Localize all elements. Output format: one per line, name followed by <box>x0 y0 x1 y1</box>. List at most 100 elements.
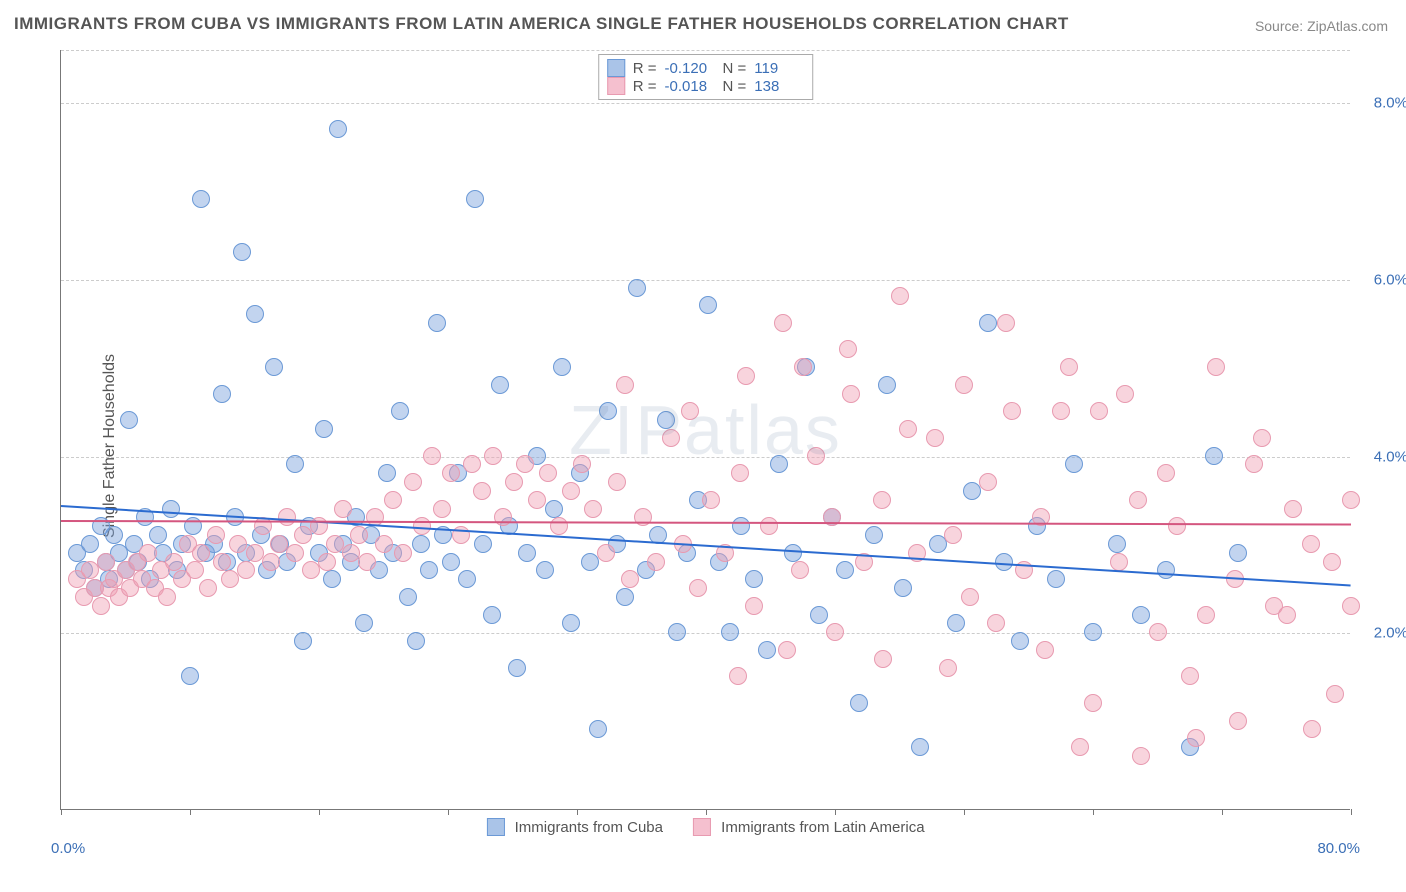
data-point <box>1003 402 1021 420</box>
data-point <box>1303 720 1321 738</box>
data-point <box>778 641 796 659</box>
data-point <box>581 553 599 571</box>
data-point <box>149 526 167 544</box>
data-point <box>899 420 917 438</box>
data-point <box>1342 597 1360 615</box>
legend-item-latin: Immigrants from Latin America <box>693 819 925 837</box>
data-point <box>433 500 451 518</box>
data-point <box>758 641 776 659</box>
data-point <box>350 526 368 544</box>
data-point <box>1302 535 1320 553</box>
data-point <box>473 482 491 500</box>
data-point <box>139 544 157 562</box>
data-point <box>874 650 892 668</box>
data-point <box>760 517 778 535</box>
data-point <box>628 279 646 297</box>
data-point <box>323 570 341 588</box>
data-point <box>1157 464 1175 482</box>
data-point <box>770 455 788 473</box>
data-point <box>584 500 602 518</box>
data-point <box>1116 385 1134 403</box>
data-point <box>836 561 854 579</box>
data-point <box>702 491 720 509</box>
data-point <box>213 385 231 403</box>
data-point <box>745 597 763 615</box>
data-point <box>165 553 183 571</box>
watermark: ZIPatlas <box>569 390 842 470</box>
data-point <box>391 402 409 420</box>
data-point <box>562 482 580 500</box>
x-tick <box>1351 809 1352 815</box>
swatch-latin-icon <box>607 77 625 95</box>
data-point <box>192 544 210 562</box>
data-point <box>221 570 239 588</box>
data-point <box>791 561 809 579</box>
data-point <box>1129 491 1147 509</box>
data-point <box>378 464 396 482</box>
data-point <box>105 526 123 544</box>
data-point <box>442 464 460 482</box>
data-point <box>120 411 138 429</box>
data-point <box>463 455 481 473</box>
data-point <box>944 526 962 544</box>
data-point <box>1108 535 1126 553</box>
data-point <box>668 623 686 641</box>
data-point <box>616 588 634 606</box>
data-point <box>428 314 446 332</box>
data-point <box>1205 447 1223 465</box>
data-point <box>334 500 352 518</box>
y-tick-label: 6.0% <box>1374 271 1406 288</box>
data-point <box>926 429 944 447</box>
data-point <box>699 296 717 314</box>
data-point <box>508 659 526 677</box>
data-point <box>286 455 304 473</box>
data-point <box>1052 402 1070 420</box>
data-point <box>329 120 347 138</box>
chart-title: IMMIGRANTS FROM CUBA VS IMMIGRANTS FROM … <box>14 14 1069 34</box>
source-label: Source: ZipAtlas.com <box>1255 18 1388 34</box>
data-point <box>262 553 280 571</box>
data-point <box>553 358 571 376</box>
legend-row-cuba: R =-0.120 N =119 <box>607 59 805 77</box>
data-point <box>616 376 634 394</box>
data-point <box>1047 570 1065 588</box>
data-point <box>550 517 568 535</box>
data-point <box>1207 358 1225 376</box>
data-point <box>1090 402 1108 420</box>
data-point <box>192 190 210 208</box>
data-point <box>894 579 912 597</box>
data-point <box>484 447 502 465</box>
data-point <box>1245 455 1263 473</box>
data-point <box>294 632 312 650</box>
x-tick <box>577 809 578 815</box>
legend-row-latin: R =-0.018 N =138 <box>607 77 805 95</box>
data-point <box>412 535 430 553</box>
data-point <box>842 385 860 403</box>
data-point <box>420 561 438 579</box>
data-point <box>246 305 264 323</box>
data-point <box>810 606 828 624</box>
data-point <box>1229 544 1247 562</box>
data-point <box>1342 491 1360 509</box>
data-point <box>979 314 997 332</box>
data-point <box>1084 694 1102 712</box>
data-point <box>315 420 333 438</box>
data-point <box>162 500 180 518</box>
data-point <box>1323 553 1341 571</box>
data-point <box>1253 429 1271 447</box>
data-point <box>199 579 217 597</box>
swatch-cuba-icon <box>486 818 504 836</box>
data-point <box>947 614 965 632</box>
data-point <box>81 535 99 553</box>
data-point <box>186 561 204 579</box>
data-point <box>731 464 749 482</box>
y-tick-label: 8.0% <box>1374 95 1406 112</box>
data-point <box>407 632 425 650</box>
data-point <box>1187 729 1205 747</box>
data-point <box>423 447 441 465</box>
data-point <box>355 614 373 632</box>
data-point <box>850 694 868 712</box>
data-point <box>286 544 304 562</box>
plot-area: ZIPatlas R =-0.120 N =119 R =-0.018 N =1… <box>60 50 1350 810</box>
data-point <box>528 491 546 509</box>
